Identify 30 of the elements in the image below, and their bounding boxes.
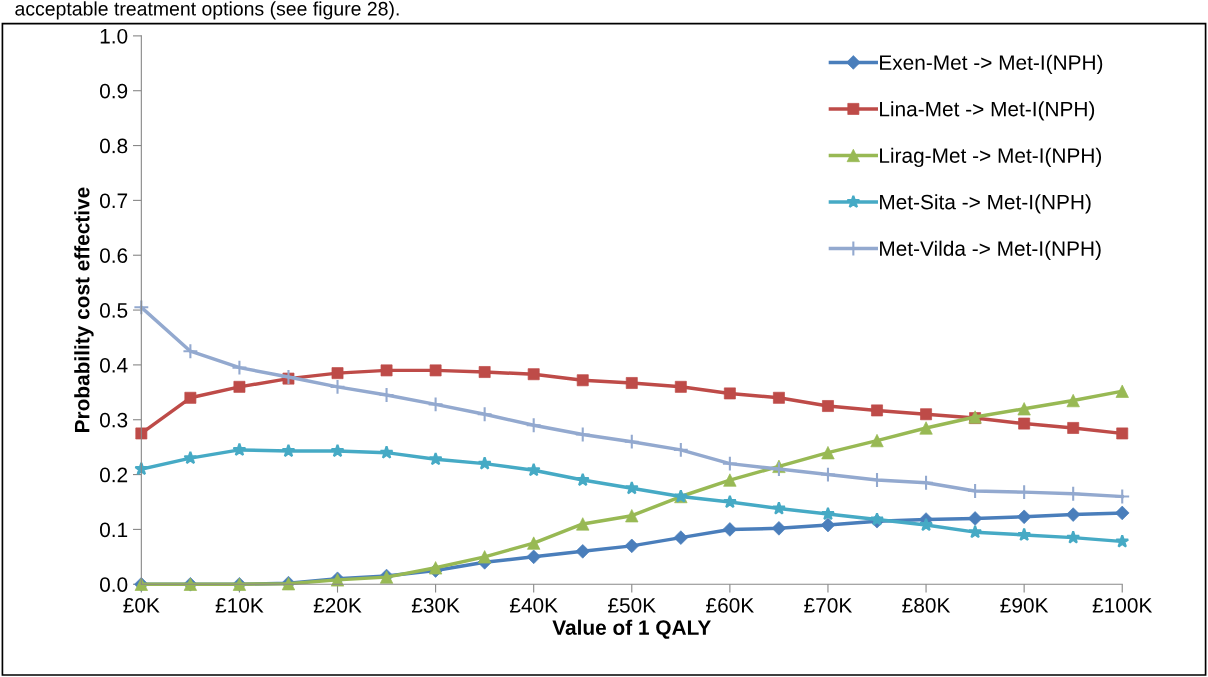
x-tick-label: £30K xyxy=(411,598,460,613)
y-tick-label: 0.7 xyxy=(100,193,128,209)
legend-label: Lirag-Met -> Met-I(NPH) xyxy=(880,147,1102,168)
y-tick-label: 0.9 xyxy=(100,83,128,99)
legend-label: Exen-Met -> Met-I(NPH) xyxy=(880,54,1103,75)
x-tick-label: £50K xyxy=(608,598,656,613)
y-axis-title: Probability cost effective xyxy=(74,187,94,432)
legend-label: Lina-Met -> Met-I(NPH) xyxy=(880,101,1095,121)
y-tick-label: 1.0 xyxy=(100,28,128,44)
y-tick-label: 0.4 xyxy=(100,357,128,373)
y-tick-label: 0.1 xyxy=(100,522,128,538)
y-tick-label: 0.5 xyxy=(100,303,128,318)
y-tick-label: 0.0 xyxy=(100,577,128,592)
x-tick-label: £70K xyxy=(804,598,853,613)
legend-label: Met-Vilda -> Met-I(NPH) xyxy=(880,240,1101,261)
x-tick-label: £20K xyxy=(313,598,362,613)
legend-label: Met-Sita -> Met-I(NPH) xyxy=(880,194,1091,214)
y-tick-label: 0.6 xyxy=(100,248,128,263)
x-axis-title: Value of 1 QALY xyxy=(552,619,711,639)
y-tick-label: 0.3 xyxy=(100,412,128,428)
y-tick-label: 0.2 xyxy=(100,467,128,483)
y-tick-label: 0.8 xyxy=(100,138,128,154)
x-tick-label: £40K xyxy=(509,598,558,613)
text: acceptable treatment options (see figure 28). xyxy=(15,1,399,20)
x-tick-label: £10K xyxy=(215,598,264,613)
x-tick-label: £100K xyxy=(1092,598,1153,613)
x-tick-label: £90K xyxy=(1000,598,1049,613)
x-tick-label: £60K xyxy=(706,598,754,613)
x-tick-label: £80K xyxy=(902,598,951,613)
x-tick-label: £0K xyxy=(123,598,160,613)
